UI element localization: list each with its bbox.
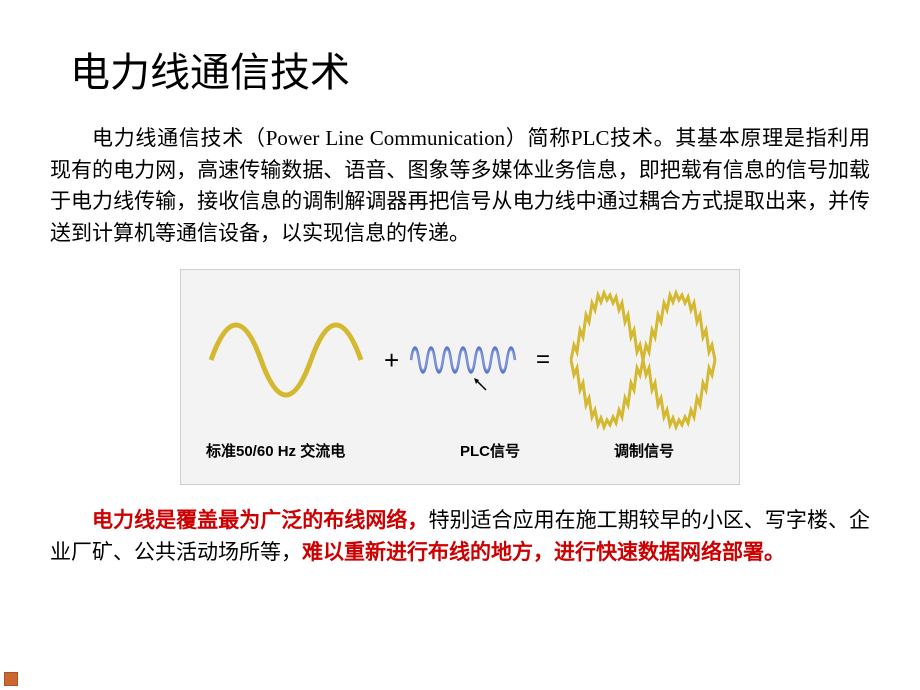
bottom-paragraph: 电力线是覆盖最为广泛的布线网络，特别适合应用在施工期较早的小区、写字楼、企业厂矿…: [40, 505, 880, 568]
page-title: 电力线通信技术: [40, 40, 880, 98]
diagram-container: + =: [40, 269, 880, 485]
modulated-signal-icon: [571, 293, 715, 427]
bottom-red1: 电力线是覆盖最为广泛的布线网络，: [92, 508, 428, 532]
plc-signal-icon: [411, 348, 515, 391]
plus-symbol: +: [384, 345, 399, 375]
corner-marker-icon: [4, 672, 18, 686]
equals-symbol: =: [536, 346, 550, 373]
intro-paragraph: 电力线通信技术（Power Line Communication）简称PLC技术…: [40, 123, 880, 249]
sine-wave-icon: [211, 325, 361, 395]
plc-diagram: + =: [180, 269, 740, 485]
label-ac: 标准50/60 Hz 交流电: [206, 440, 386, 461]
label-modulated: 调制信号: [594, 440, 714, 461]
label-plc: PLC信号: [415, 440, 565, 461]
bottom-red2: 难以重新进行布线的地方，进行快速数据网络部署。: [302, 540, 785, 564]
wave-diagram-svg: + =: [201, 285, 719, 435]
